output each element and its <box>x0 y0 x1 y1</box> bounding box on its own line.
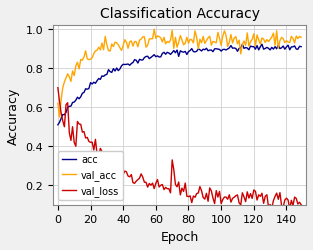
Y-axis label: Accuracy: Accuracy <box>7 87 20 144</box>
Legend: acc, val_acc, val_loss: acc, val_acc, val_loss <box>58 151 123 200</box>
val_acc <box>197 48 200 51</box>
val_acc <box>152 28 156 32</box>
val_loss <box>152 187 156 190</box>
val_loss <box>257 194 261 196</box>
val_acc <box>138 40 141 42</box>
val_loss <box>299 203 303 206</box>
X-axis label: Epoch: Epoch <box>160 230 199 243</box>
acc <box>183 51 187 54</box>
acc <box>257 49 261 52</box>
Title: Classification Accuracy: Classification Accuracy <box>100 7 259 21</box>
val_acc <box>299 36 303 40</box>
acc <box>299 46 303 49</box>
val_loss <box>56 87 60 90</box>
val_acc <box>58 116 61 119</box>
val_acc <box>156 35 159 38</box>
val_acc <box>187 42 190 45</box>
val_acc <box>228 41 231 44</box>
acc <box>152 54 156 57</box>
val_loss <box>224 196 228 199</box>
acc <box>136 62 140 65</box>
val_loss <box>288 208 292 210</box>
Line: val_acc: val_acc <box>58 30 301 118</box>
acc <box>193 51 197 54</box>
acc <box>224 49 228 52</box>
acc <box>56 124 60 127</box>
acc <box>260 44 264 46</box>
val_loss <box>183 182 187 185</box>
val_acc <box>260 37 264 40</box>
Line: acc: acc <box>58 45 301 125</box>
val_acc <box>56 102 60 106</box>
val_loss <box>136 178 140 182</box>
val_loss <box>193 196 197 199</box>
Line: val_loss: val_loss <box>58 88 301 209</box>
